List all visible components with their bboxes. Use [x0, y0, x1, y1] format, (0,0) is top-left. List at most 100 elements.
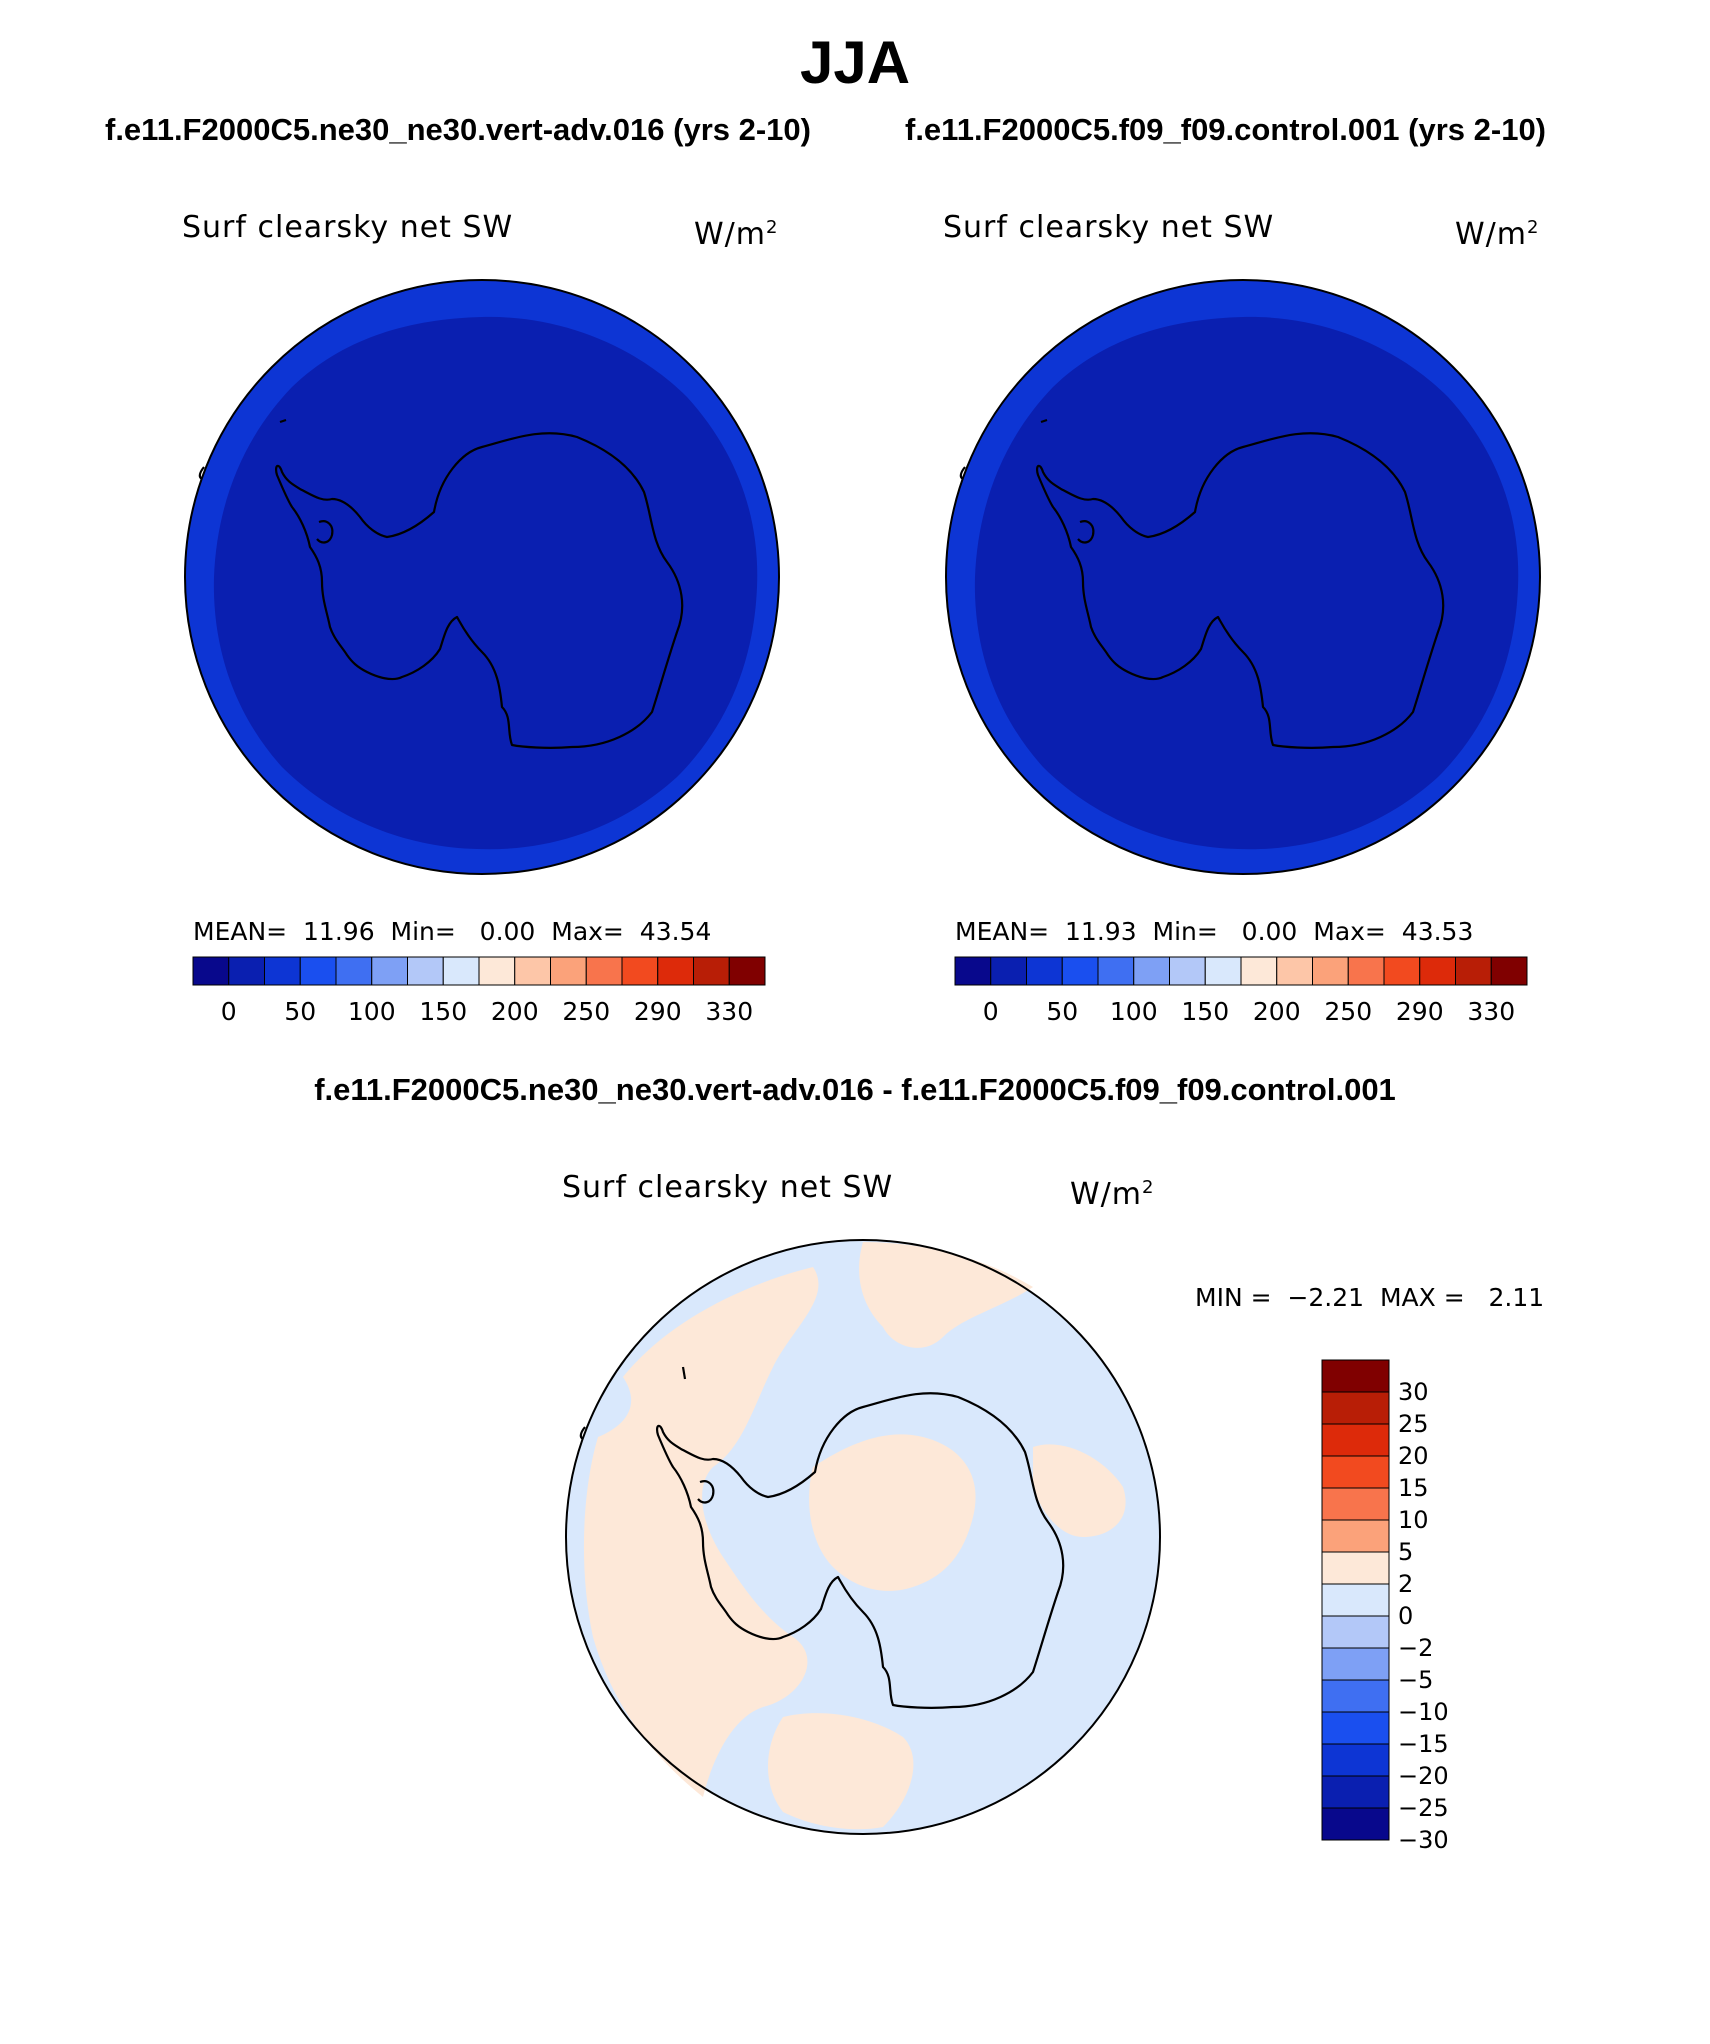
colorbar-swatch: [621, 956, 659, 986]
map-border: [184, 279, 780, 875]
colorbar-tick-label: −30: [1398, 1826, 1449, 1854]
panel-left-colorbar-ticks: 0 50 100 150 200 250 290 330: [193, 997, 765, 1027]
diff-var-title: Surf clearsky net SW: [562, 1170, 894, 1205]
colorbar-swatch: [657, 956, 694, 986]
colorbar-tick-label: −2: [1398, 1634, 1434, 1662]
diff-map: [565, 1239, 1161, 1835]
island-marker: [279, 418, 287, 424]
island-marker: [1040, 418, 1048, 424]
inner-field: [974, 316, 1519, 850]
diff-positive-region-east: [1033, 1444, 1126, 1537]
colorbar-swatch: [1490, 956, 1528, 986]
colorbar-swatch: [1276, 956, 1313, 986]
panel-right-map: [945, 279, 1541, 875]
colorbar-swatch: [1097, 956, 1135, 986]
colorbar-tick-label: 100: [347, 997, 396, 1026]
colorbar-swatch: [1312, 956, 1349, 986]
panel-right-stats: MEAN= 11.93 Min= 0.00 Max= 43.53: [955, 917, 1474, 946]
colorbar-tick-label: 0: [982, 997, 999, 1026]
colorbar-tick-label: 15: [1398, 1474, 1429, 1502]
colorbar-swatch: [693, 956, 730, 986]
colorbar-tick-label: −10: [1398, 1698, 1449, 1726]
colorbar-swatch: [1169, 956, 1206, 986]
colorbar-tick-label: 0: [1398, 1602, 1414, 1630]
colorbar-swatch: [299, 956, 337, 986]
colorbar-swatch: [1321, 1423, 1390, 1457]
colorbar-swatch: [954, 956, 992, 986]
panel-left-var-title: Surf clearsky net SW: [182, 210, 514, 245]
island-marker: [681, 1366, 687, 1380]
colorbar-swatch: [1321, 1455, 1390, 1489]
diff-stats: MIN = −2.21 MAX = 2.11: [1195, 1283, 1545, 1312]
colorbar-swatch: [1321, 1519, 1390, 1553]
panel-right-var-title: Surf clearsky net SW: [943, 210, 1275, 245]
figure-title: JJA: [799, 29, 911, 96]
colorbar-swatch: [1204, 956, 1242, 986]
colorbar-swatch: [1026, 956, 1063, 986]
map-border: [565, 1239, 1161, 1835]
colorbar-tick-label: 0: [220, 997, 237, 1026]
colorbar-tick-label: −5: [1398, 1666, 1434, 1694]
colorbar-tick-label: 100: [1109, 997, 1158, 1026]
colorbar-swatch: [192, 956, 230, 986]
colorbar-swatch: [728, 956, 766, 986]
panel-left-colorbar: [192, 956, 766, 986]
panel-left-case-title: f.e11.F2000C5.ne30_ne30.vert-adv.016 (yr…: [105, 112, 811, 147]
colorbar-tick-label: 50: [284, 997, 317, 1026]
antarctic-peninsula-inlet: [697, 1480, 715, 1504]
antarctica-coastline: [1035, 432, 1445, 749]
panel-right-colorbar: [954, 956, 1528, 986]
colorbar-swatch: [514, 956, 551, 986]
panel-left-stats: MEAN= 11.96 Min= 0.00 Max= 43.54: [193, 917, 712, 946]
colorbar-swatch: [264, 956, 301, 986]
colorbar-swatch: [1321, 1487, 1390, 1521]
antarctic-peninsula-inlet: [1077, 520, 1095, 544]
diff-case-title: f.e11.F2000C5.ne30_ne30.vert-adv.016 - f…: [314, 1072, 1396, 1107]
colorbar-swatch: [1321, 1743, 1390, 1777]
colorbar-swatch: [1321, 1615, 1390, 1649]
colorbar-swatch: [1061, 956, 1099, 986]
colorbar-swatch: [1321, 1359, 1390, 1393]
colorbar-swatch: [990, 956, 1027, 986]
colorbar-swatch: [371, 956, 408, 986]
colorbar-swatch: [1321, 1775, 1390, 1809]
colorbar-tick-label: 50: [1046, 997, 1079, 1026]
colorbar-tick-label: 290: [633, 997, 682, 1026]
diff-colorbar-ticks: 30 25 20 15 10 5 2 0 −2 −5 −10 −15 −20 −25 −30: [1398, 1360, 1478, 1854]
antarctic-peninsula-inlet: [316, 520, 334, 544]
diff-positive-region-center: [809, 1434, 976, 1591]
colorbar-tick-label: 290: [1395, 997, 1444, 1026]
colorbar-swatch: [1321, 1711, 1390, 1745]
colorbar-swatch: [1321, 1679, 1390, 1713]
colorbar-tick-label: 20: [1398, 1442, 1429, 1470]
diff-positive-region-south: [768, 1713, 914, 1830]
colorbar-swatch: [407, 956, 444, 986]
panel-left-map: [184, 279, 780, 875]
colorbar-swatch: [585, 956, 623, 986]
diff-units: W/m2: [1070, 1177, 1155, 1212]
colorbar-tick-label: 5: [1398, 1538, 1414, 1566]
colorbar-swatch: [442, 956, 480, 986]
colorbar-tick-label: 250: [562, 997, 611, 1026]
colorbar-tick-label: 30: [1398, 1378, 1429, 1406]
panel-right-case-title: f.e11.F2000C5.f09_f09.control.001 (yrs 2…: [905, 112, 1547, 147]
colorbar-tick-label: 25: [1398, 1410, 1429, 1438]
diff-colorbar: [1321, 1359, 1390, 1841]
colorbar-swatch: [1383, 956, 1421, 986]
colorbar-tick-label: 150: [419, 997, 468, 1026]
colorbar-swatch: [550, 956, 587, 986]
panel-right-units: W/m2: [1455, 217, 1540, 252]
colorbar-swatch: [228, 956, 265, 986]
colorbar-swatch: [1133, 956, 1170, 986]
colorbar-tick-label: 330: [705, 997, 754, 1026]
colorbar-swatch: [1321, 1551, 1390, 1585]
map-border: [945, 279, 1541, 875]
colorbar-swatch: [1455, 956, 1492, 986]
colorbar-tick-label: −20: [1398, 1762, 1449, 1790]
colorbar-swatch: [1419, 956, 1456, 986]
antarctica-coastline: [274, 432, 684, 749]
colorbar-tick-label: 2: [1398, 1570, 1414, 1598]
colorbar-swatch: [1240, 956, 1278, 986]
colorbar-tick-label: −25: [1398, 1794, 1449, 1822]
colorbar-swatch: [1321, 1391, 1390, 1425]
